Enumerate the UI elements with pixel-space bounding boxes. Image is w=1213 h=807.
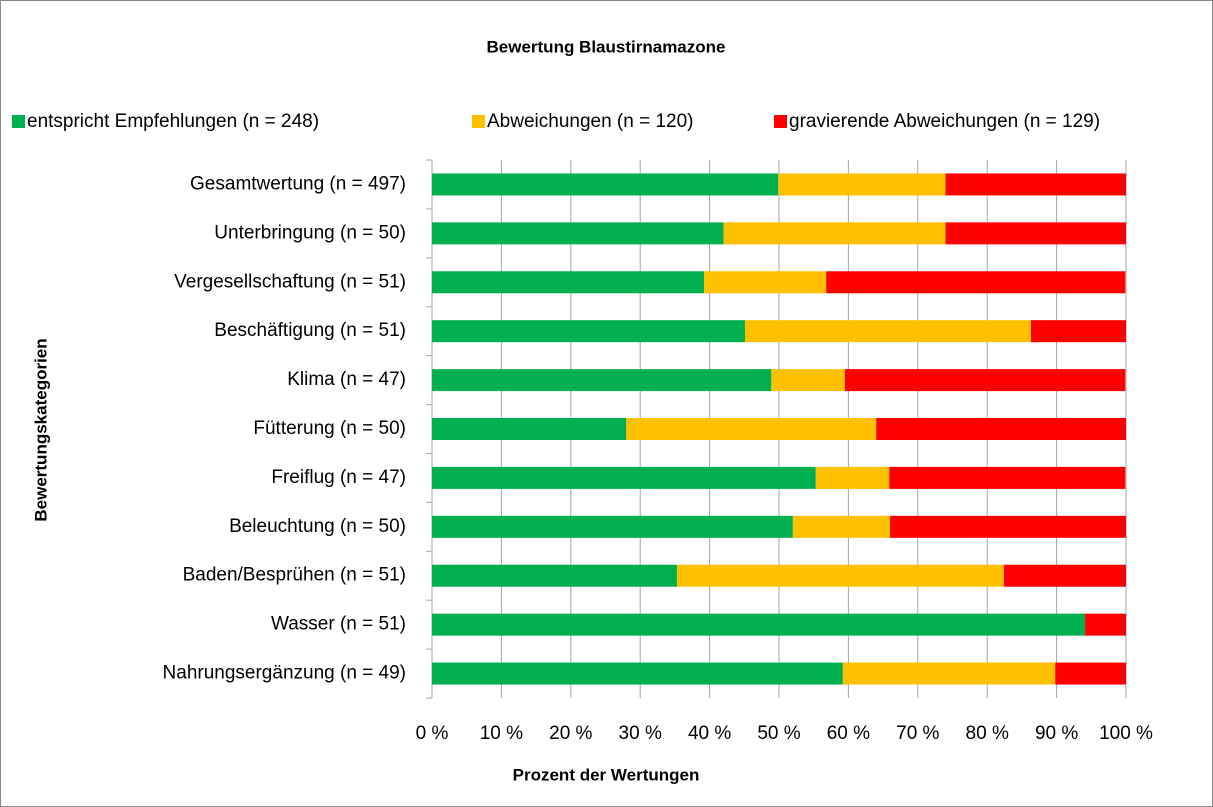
legend-swatch (472, 115, 485, 128)
bar-segment (432, 515, 793, 538)
bar-segment (844, 369, 1126, 392)
x-tick-label: 60 % (827, 723, 870, 744)
y-tick-label: Gesamtwertung (n = 497) (190, 173, 406, 194)
legend-swatch (774, 115, 787, 128)
x-tick-label: 90 % (1035, 723, 1078, 744)
x-tick-label: 80 % (966, 723, 1009, 744)
bar-segment (432, 271, 705, 294)
bar-segment (778, 173, 946, 196)
y-tick-label: Freiflug (n = 47) (271, 467, 406, 488)
bar-segment (432, 320, 745, 343)
y-tick-label: Beschäftigung (n = 51) (214, 320, 406, 341)
bar-segment (626, 418, 877, 440)
bar-segment (432, 466, 816, 489)
bar-segment (890, 515, 1126, 538)
bar-segment (815, 466, 890, 489)
chart-title: Bewertung Blaustirnamazone (487, 37, 726, 56)
bar-segment (1085, 613, 1126, 636)
bar-segment (842, 662, 1056, 685)
bar-segment (1030, 320, 1126, 343)
x-tick-label: 20 % (549, 723, 592, 744)
bar-segment (432, 418, 627, 440)
bar-segment (432, 173, 779, 196)
y-tick-label: Baden/Besprühen (n = 51) (183, 565, 406, 586)
bar-segment (945, 173, 1126, 196)
y-tick-label: Unterbringung (n = 50) (214, 222, 406, 243)
x-axis-title: Prozent der Wertungen (513, 765, 700, 784)
legend-label: entspricht Empfehlungen (n = 248) (27, 111, 319, 132)
x-tick-label: 40 % (688, 723, 731, 744)
y-tick-label: Nahrungsergänzung (n = 49) (163, 663, 406, 684)
y-tick-label: Klima (n = 47) (287, 369, 406, 390)
x-tick-label: 100 % (1099, 723, 1153, 744)
x-tick-label: 70 % (896, 723, 939, 744)
legend-label: Abweichungen (n = 120) (487, 111, 694, 132)
y-axis-title: Bewertungskategorien (31, 338, 50, 521)
bar-segment (723, 222, 946, 245)
bar-segment (876, 418, 1126, 440)
y-tick-label: Wasser (n = 51) (271, 614, 406, 635)
bar-segment (945, 222, 1126, 245)
bar-segment (744, 320, 1031, 343)
legend-label: gravierende Abweichungen (n = 129) (789, 111, 1100, 132)
bar-segment (432, 222, 724, 245)
bar-segment (889, 466, 1126, 489)
x-tick-label: 50 % (757, 723, 800, 744)
bar-segment (432, 369, 772, 392)
x-tick-label: 0 % (416, 723, 449, 744)
bar-segment (792, 515, 891, 538)
bar-segment (826, 271, 1126, 294)
bar-segment (432, 662, 843, 685)
legend-swatch (12, 115, 25, 128)
bar-segment (432, 613, 1086, 636)
x-tick-label: 30 % (619, 723, 662, 744)
y-tick-label: Vergesellschaftung (n = 51) (174, 271, 406, 292)
bar-segment (432, 564, 677, 587)
y-tick-label: Fütterung (n = 50) (253, 418, 406, 439)
bar-segment (704, 271, 827, 294)
y-tick-label: Beleuchtung (n = 50) (229, 516, 406, 537)
bar-segment (771, 369, 845, 392)
x-tick-label: 10 % (480, 723, 523, 744)
bar-segment (676, 564, 1004, 587)
bar-segment (1055, 662, 1126, 685)
bar-segment (1003, 564, 1126, 587)
